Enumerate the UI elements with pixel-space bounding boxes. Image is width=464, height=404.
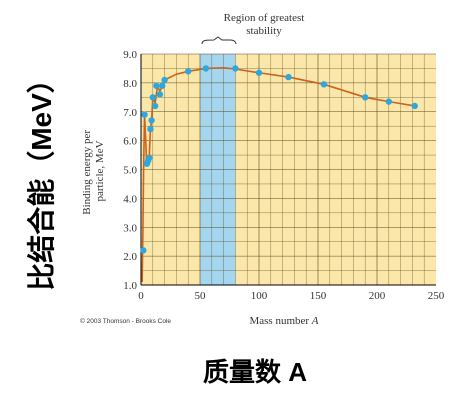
data-point <box>146 154 153 162</box>
grid-lines <box>141 53 436 285</box>
y-axis-title-line1: Binding energy per <box>81 130 93 215</box>
data-point <box>232 65 239 72</box>
y-tick-label: 8.0 <box>123 78 137 90</box>
x-axis-title-text: Mass number <box>249 315 311 327</box>
data-point <box>141 111 148 118</box>
x-axis-title-symbol: A <box>311 315 319 327</box>
y-tick-label: 7.0 <box>123 107 137 119</box>
y-axis-title: Binding energy per particle, MeV <box>81 127 106 214</box>
data-point <box>185 68 192 75</box>
x-tick-label: 200 <box>369 290 386 302</box>
x-tick-label: 250 <box>428 290 445 302</box>
x-tick-label: 50 <box>195 290 207 302</box>
data-point <box>202 65 210 72</box>
data-point <box>285 73 292 81</box>
y-tick-label: 5.0 <box>123 165 137 177</box>
x-tick-label: 0 <box>138 290 144 302</box>
data-point <box>153 82 160 89</box>
y-tick-label: 3.0 <box>123 222 137 234</box>
data-point <box>159 82 166 89</box>
copyright-credit: © 2003 Thomson - Brooks Cole <box>80 317 171 325</box>
cn-x-axis-label: 质量数 A <box>203 357 307 387</box>
data-point <box>385 98 392 105</box>
data-point <box>156 91 164 98</box>
cn-y-axis-label: 比结合能（MeV） <box>25 65 57 291</box>
region-bracket <box>201 36 237 45</box>
y-axis-title-line2: particle, MeV <box>94 140 106 201</box>
x-tick-label: 100 <box>251 290 268 302</box>
x-tick-labels: 0 50 100 150 200 250 <box>138 290 445 302</box>
data-point <box>140 247 147 254</box>
data-point <box>411 102 418 110</box>
y-tick-labels: 1.0 2.0 3.0 4.0 5.0 6.0 7.0 8.0 9.0 <box>123 49 137 292</box>
y-tick-label: 4.0 <box>123 193 137 205</box>
y-tick-label: 9.0 <box>123 49 137 61</box>
data-point <box>151 102 159 110</box>
data-point <box>362 94 369 101</box>
data-point <box>320 81 328 88</box>
binding-energy-curve <box>141 67 415 283</box>
data-points <box>140 65 418 254</box>
data-point <box>161 76 168 84</box>
x-tick-label: 150 <box>310 290 327 302</box>
region-label-line1: Region of greatest <box>224 12 305 24</box>
data-point <box>255 69 263 76</box>
y-tick-label: 2.0 <box>123 251 137 263</box>
data-point <box>148 117 155 124</box>
data-point <box>149 94 156 101</box>
data-point <box>147 125 154 133</box>
y-tick-label: 6.0 <box>123 136 137 148</box>
x-axis-title: Mass number A <box>249 315 318 327</box>
y-tick-label: 1.0 <box>123 280 137 292</box>
region-label-line2: stability <box>246 25 282 37</box>
